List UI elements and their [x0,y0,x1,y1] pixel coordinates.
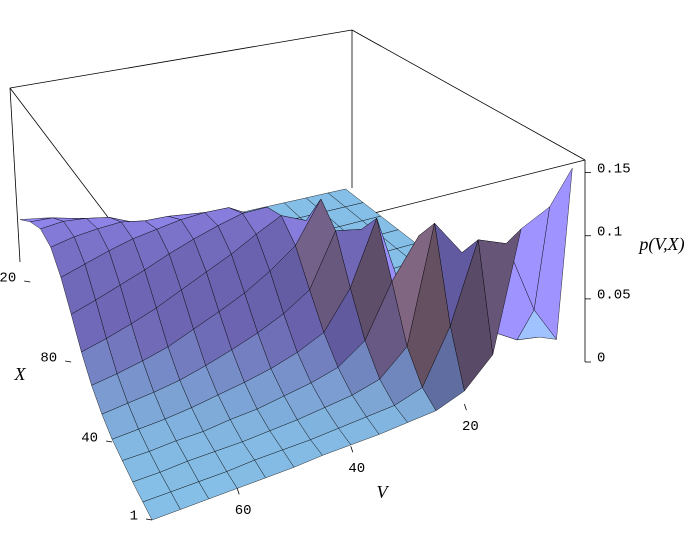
z-tick-label: 0.05 [597,288,631,304]
surface-patch [142,491,181,521]
y-axis-title: X [14,364,27,384]
x-tick-label: 20 [462,419,479,435]
tick-mark [464,404,467,411]
tick-mark [145,518,153,521]
tick-mark [236,488,240,495]
x-axis-title: V [377,482,390,502]
y-tick-label: 120 [0,271,16,287]
surface [19,167,573,521]
frame-edge [9,87,21,263]
tick-mark [24,280,31,283]
z-tick-label: 0.1 [597,224,622,240]
x-tick-label: 40 [348,461,365,477]
z-tick-label: 0.15 [597,161,631,177]
tick-mark [65,360,72,363]
z-axis-title: p(V,X) [637,234,684,255]
tick-mark [350,446,354,453]
axes: 20 40 60 1 40 80 120 0 0.05 0.1 0.15 [0,161,631,524]
x-tick-label: 60 [235,503,252,519]
frame-edge [351,29,586,161]
z-tick-label: 0 [597,351,605,367]
y-tick-label: 1 [130,509,138,525]
y-tick-label: 40 [81,431,98,447]
tick-mark [106,440,113,443]
frame-edge [9,29,353,89]
y-tick-label: 80 [40,351,57,367]
